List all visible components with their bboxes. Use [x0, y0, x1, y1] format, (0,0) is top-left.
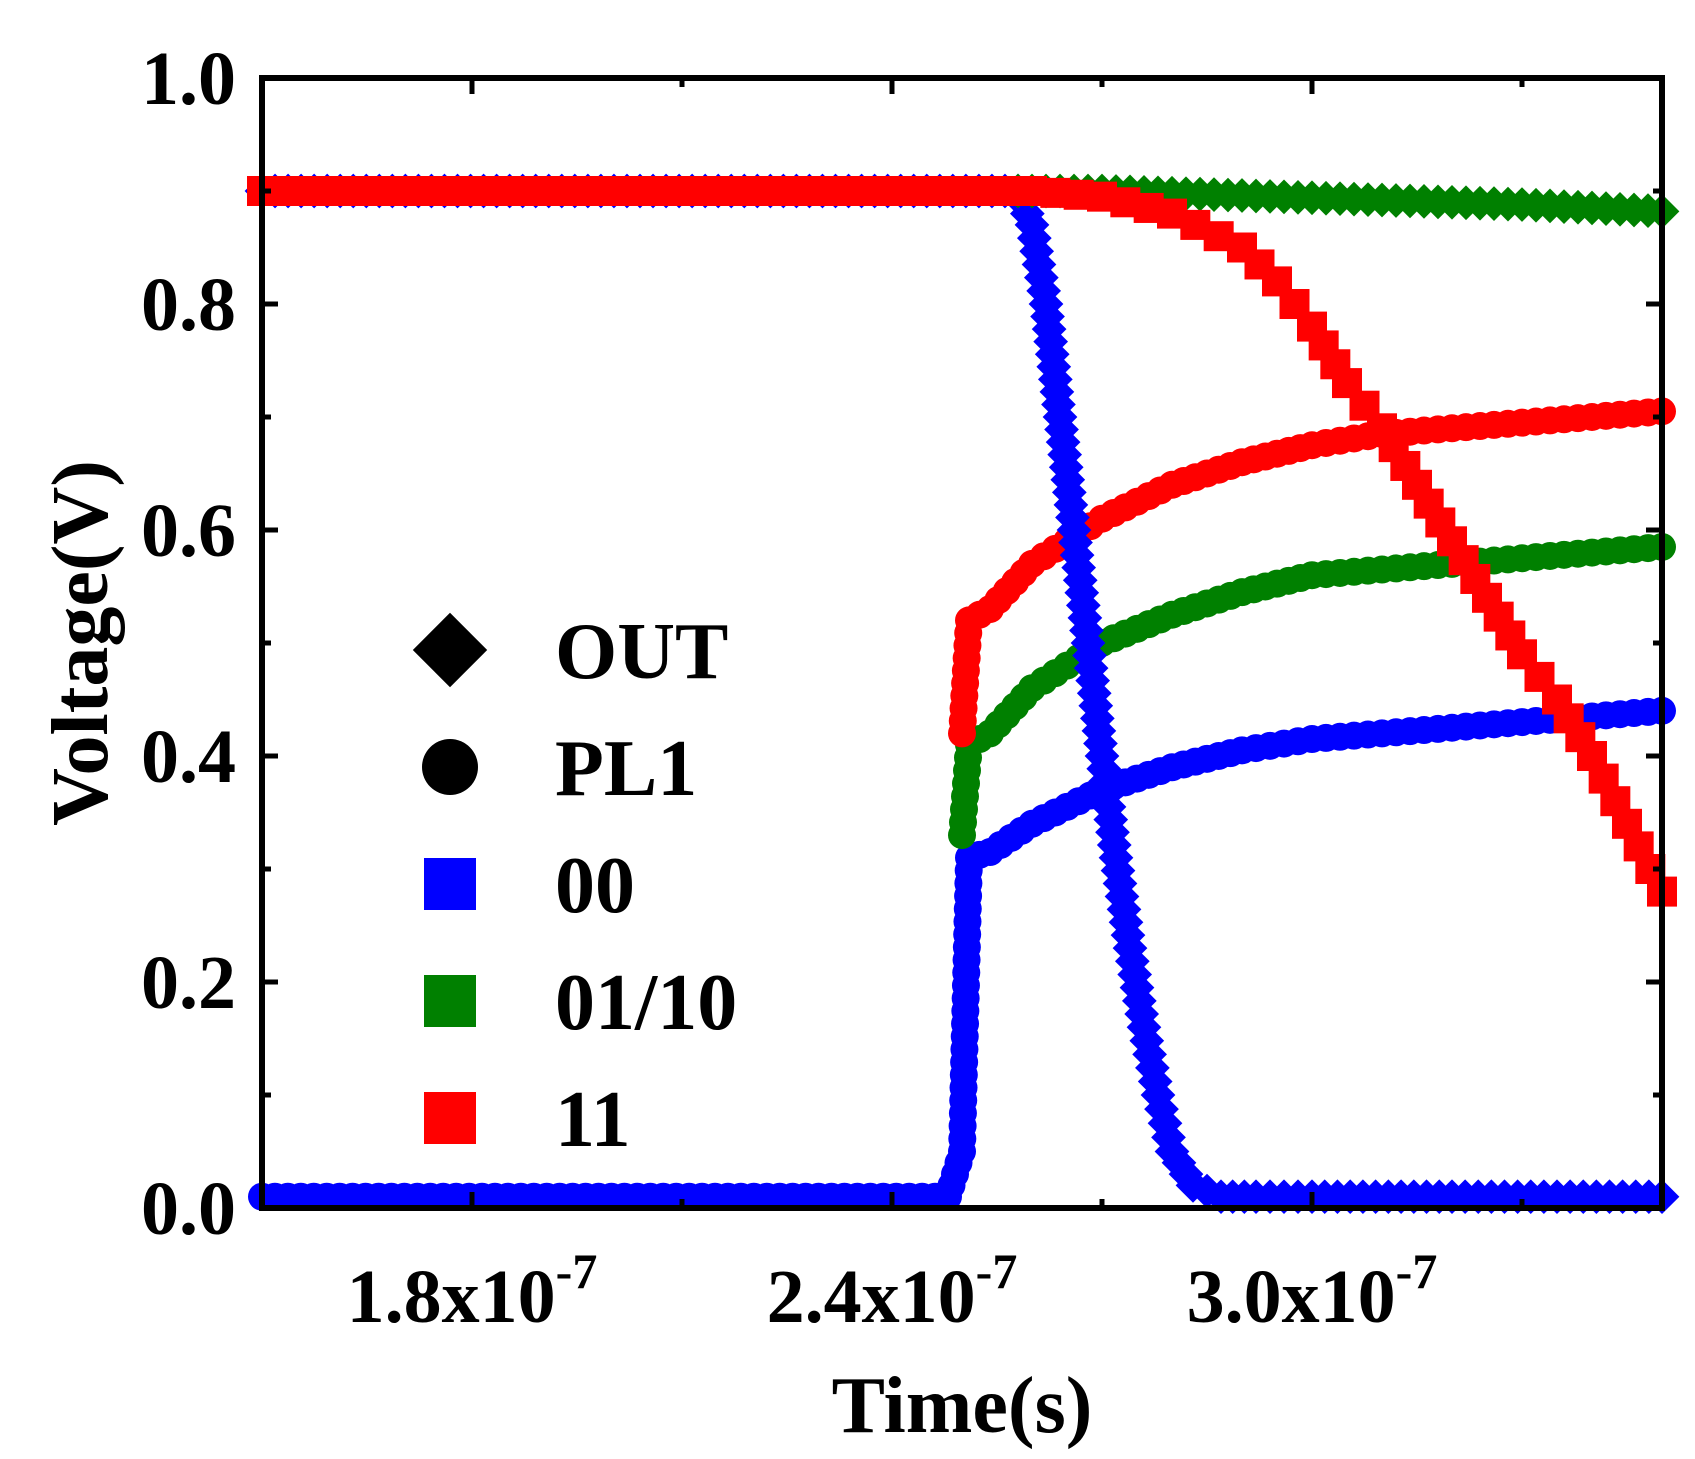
y-tick-label: 0.6	[141, 489, 236, 573]
series-5	[247, 176, 1677, 907]
legend-marker	[424, 858, 476, 910]
legend-item: 11	[424, 1076, 631, 1164]
series-4	[1000, 173, 1680, 229]
x-tick-labels: 1.8x10-7 2.4x10-7 3.0x10-7	[347, 1243, 1438, 1339]
legend-item: OUT	[412, 608, 728, 696]
x-tick-label: 1.8x10-7	[347, 1243, 598, 1339]
y-tick-label: 0.4	[141, 715, 236, 799]
y-tick-label: 0.0	[141, 1167, 236, 1251]
legend: OUT PL1 00 01/10 11	[412, 608, 737, 1164]
legend-marker	[424, 1092, 476, 1144]
legend-item: 00	[424, 842, 635, 930]
data-point	[961, 176, 991, 206]
x-tick-label: 2.4x10-7	[767, 1243, 1018, 1339]
data-point	[933, 176, 963, 206]
y-axis-title: Voltage(V)	[37, 460, 125, 826]
legend-label: PL1	[555, 725, 697, 813]
legend-marker	[422, 739, 478, 795]
legend-label: OUT	[555, 608, 728, 696]
y-tick-label: 1.0	[141, 37, 236, 121]
y-tick-label: 0.8	[141, 263, 236, 347]
y-tick-label: 0.2	[141, 941, 236, 1025]
series-1	[948, 532, 1676, 850]
legend-item: PL1	[422, 725, 697, 813]
legend-item: 01/10	[424, 959, 737, 1047]
data-point	[989, 176, 1019, 206]
legend-label: 11	[555, 1076, 631, 1164]
series-0	[248, 696, 1676, 1211]
axis-ticks	[262, 75, 1662, 1211]
y-tick-labels: 0.0 0.2 0.4 0.6 0.8 1.0	[141, 37, 236, 1251]
legend-label: 01/10	[555, 959, 737, 1047]
legend-marker	[424, 975, 476, 1027]
x-axis-title: Time(s)	[832, 1362, 1093, 1450]
legend-label: 00	[555, 842, 635, 930]
legend-marker	[412, 612, 488, 688]
x-tick-label: 3.0x10-7	[1187, 1243, 1438, 1339]
data-series-layer	[244, 173, 1680, 1215]
